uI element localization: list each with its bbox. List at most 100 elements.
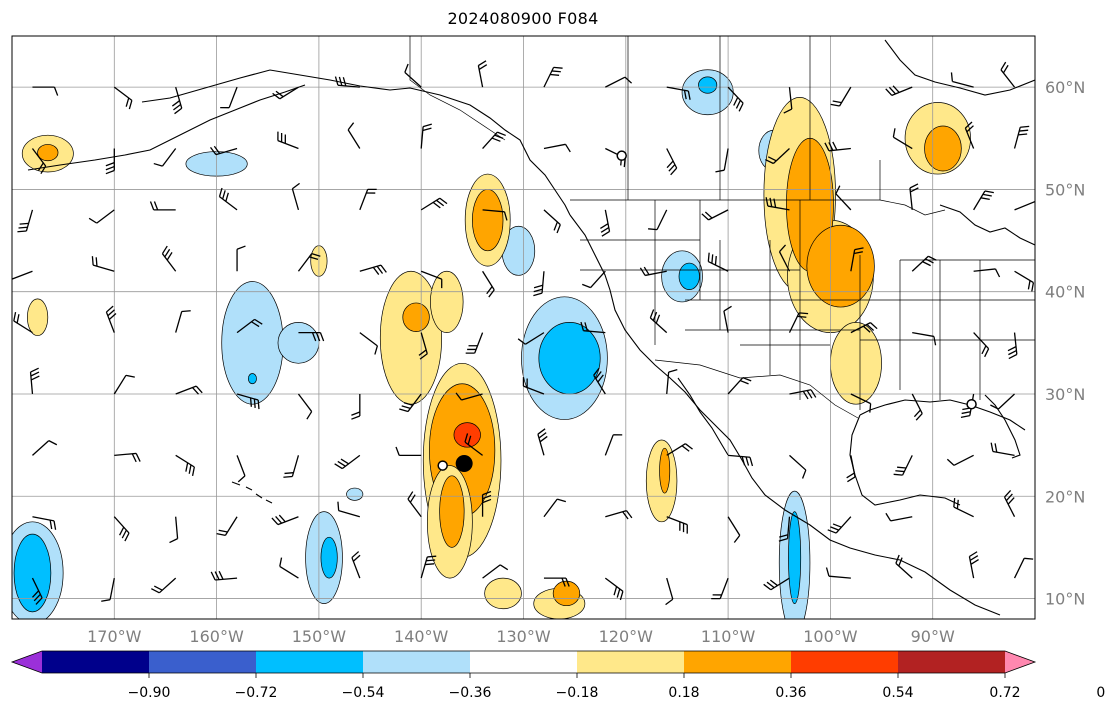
barb-flag (624, 76, 633, 84)
barb-flag (763, 583, 772, 591)
wind-barb (31, 577, 43, 605)
barb-flag (181, 310, 191, 313)
barb-flag (16, 314, 20, 324)
wind-barb (277, 131, 299, 150)
colorbar-tick-label: −0.18 (556, 685, 599, 701)
wind-barb (236, 393, 260, 410)
wind-barb (604, 434, 623, 456)
barb-flag (372, 266, 380, 275)
wind-barb (701, 209, 729, 221)
barb-flag (351, 411, 361, 416)
longitude-label: 140°W (394, 627, 449, 646)
barb-flag (1005, 493, 1013, 502)
barb-flag (166, 252, 173, 261)
barb-flag (283, 475, 293, 478)
barb-flag (153, 162, 163, 167)
wind-barb (665, 577, 674, 606)
anomaly-contour (37, 144, 59, 162)
wind-barb (153, 148, 177, 167)
colorbar: −0.90 −0.72 −0.54 −0.36 −0.18 0.18 0.36 0.54 0.7… (10, 650, 1105, 701)
wind-barb (990, 393, 1015, 410)
barb-flag (419, 353, 428, 360)
anomaly-contour (430, 270, 464, 333)
barb-flag (946, 458, 955, 466)
barb-staff (835, 193, 852, 211)
canada-us-border (570, 199, 946, 216)
barb-flag (105, 161, 115, 167)
barb-flag (249, 397, 252, 407)
barb-flag (404, 63, 409, 73)
map-frame (11, 35, 1036, 620)
wind-barb (13, 312, 33, 334)
barb-staff (228, 86, 238, 108)
colorbar-segment (470, 651, 578, 673)
barb-flag (584, 322, 588, 332)
wind-barb (885, 85, 913, 96)
barb-flag (910, 187, 919, 193)
wind-barb (113, 374, 135, 395)
barb-flag (565, 143, 571, 153)
barb-staff (338, 510, 360, 518)
barb-flag (467, 435, 472, 445)
barb-flag (275, 516, 283, 524)
barb-staff (347, 129, 361, 149)
barb-flag (185, 462, 189, 472)
barb-flag (806, 390, 813, 399)
barb-flag (151, 588, 160, 594)
barb-flag (403, 402, 413, 406)
wind-barb (543, 66, 563, 88)
wind-barb (210, 570, 238, 581)
barb-flag (455, 392, 462, 401)
wind-barb (169, 516, 179, 544)
barb-flag (253, 398, 256, 408)
barb-flag (733, 534, 741, 543)
barb-staff (788, 87, 793, 110)
barb-staff (998, 393, 1015, 410)
barb-flag (30, 371, 40, 377)
wind-barb (404, 63, 422, 88)
barb-staff (161, 148, 177, 167)
wind-barb (707, 252, 729, 272)
barb-flag (218, 187, 223, 197)
wind-barb (113, 86, 133, 110)
barb-staff (32, 440, 50, 456)
barb-staff (543, 143, 566, 150)
wind-barb (337, 501, 360, 518)
wind-barb (990, 442, 1015, 456)
barb-flag (315, 332, 321, 342)
map-title: 2024080900 F084 (447, 9, 599, 28)
barb-flag (847, 476, 856, 483)
barb-flag (48, 440, 58, 446)
anomaly-contour (247, 373, 257, 385)
barb-flag (1002, 64, 1009, 74)
wind-barb (789, 454, 807, 479)
wind-barb (846, 455, 856, 483)
barb-flag (131, 453, 137, 463)
colorbar-over-triangle (1005, 651, 1035, 673)
longitude-label: 170°W (87, 627, 142, 646)
barb-flag (704, 211, 713, 219)
storm-center-marker (455, 455, 473, 473)
colorbar-segment (684, 651, 792, 673)
florida (984, 394, 1021, 459)
latitude-label: 40°N (1045, 283, 1085, 302)
barb-flag (597, 374, 604, 383)
barb-staff (482, 564, 501, 579)
barb-flag (409, 494, 416, 503)
anomaly-contour (221, 281, 284, 405)
barb-flag (581, 283, 591, 289)
barb-flag (380, 264, 387, 273)
wind-barb (359, 188, 377, 211)
barb-flag (783, 108, 793, 114)
barb-flag (1020, 125, 1030, 128)
barb-flag (1007, 346, 1017, 352)
wind-barb (420, 555, 437, 579)
barb-flag (684, 443, 693, 450)
barb-flag (869, 403, 872, 413)
barb-flag (53, 86, 59, 96)
baja-california (677, 377, 729, 456)
wind-barb (271, 514, 299, 526)
longitude-label: 160°W (189, 627, 244, 646)
anomaly-contour (698, 76, 718, 94)
barb-staff (175, 516, 179, 539)
